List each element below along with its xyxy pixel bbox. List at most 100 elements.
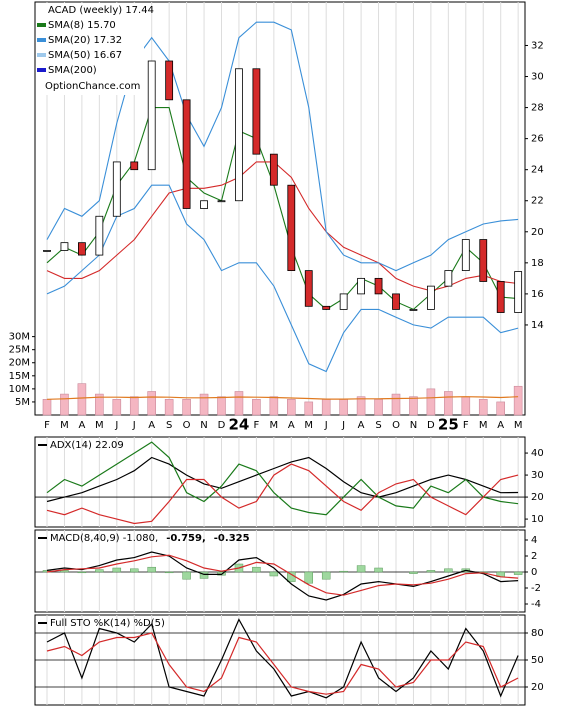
y-tick-label: 18	[531, 258, 544, 269]
histogram-bar	[95, 569, 104, 573]
volume-bar	[217, 396, 226, 416]
candle	[200, 200, 208, 209]
y-tick-label: 2	[531, 551, 537, 562]
legend-label: SMA(20) 17.32	[48, 35, 122, 46]
x-tick-label: J	[324, 420, 328, 431]
x-tick-label: M	[304, 420, 313, 431]
x-tick-label: M	[270, 420, 279, 431]
x-tick-label: M	[479, 420, 488, 431]
series-line	[46, 161, 519, 292]
x-tick-label: A	[288, 420, 295, 431]
y-tick-label: 15M	[9, 371, 30, 382]
candle	[461, 239, 470, 272]
x-tick-label: J	[341, 420, 345, 431]
y-tick-label: 50	[531, 655, 544, 666]
legend-swatch	[37, 68, 46, 72]
histogram-bar	[147, 566, 156, 573]
x-tick-label: S	[375, 420, 381, 431]
y-tick-label: 80	[531, 628, 544, 639]
histogram-bar	[182, 571, 191, 580]
candle	[147, 60, 156, 171]
x-tick-label: J	[132, 420, 136, 431]
volume-bar	[269, 396, 279, 416]
volume-bar	[409, 396, 418, 416]
y-tick-label: 14	[531, 320, 544, 331]
candle	[235, 68, 243, 202]
x-tick-label: O	[392, 420, 400, 431]
x-tick-label: 25	[438, 416, 459, 434]
histogram-bar	[199, 571, 209, 579]
volume-bar	[496, 401, 506, 416]
volume-bar	[478, 399, 488, 416]
x-tick-label: D	[218, 420, 226, 431]
histogram-bar	[356, 565, 366, 573]
candle	[43, 250, 51, 252]
candle	[304, 270, 313, 307]
volume-bar	[147, 391, 156, 416]
histogram-bar	[112, 567, 122, 573]
volume-bar	[199, 393, 209, 416]
panel-title: Full STO %K(14) %D(5)	[50, 618, 165, 629]
volume-bar	[426, 388, 436, 416]
series-line	[46, 618, 519, 699]
volume-bar	[461, 396, 471, 416]
y-tick-label: 28	[531, 103, 544, 114]
x-tick-label: S	[166, 420, 172, 431]
volume-bar	[321, 399, 331, 416]
legend-swatch	[37, 23, 46, 27]
volume-bar	[42, 399, 52, 416]
volume-bar	[112, 399, 122, 416]
panel-title: ADX(14) 22.09	[50, 440, 124, 451]
x-tick-label: F	[44, 420, 50, 431]
histogram-bar	[321, 571, 331, 580]
volume-bar	[444, 391, 453, 416]
histogram-bar	[252, 566, 261, 573]
candle	[95, 215, 104, 256]
histogram-bar	[374, 567, 383, 573]
histogram-bar	[60, 570, 69, 573]
x-tick-label: D	[427, 420, 435, 431]
y-tick-label: 40	[531, 448, 544, 459]
series-line	[46, 396, 519, 400]
legend-swatch	[37, 38, 46, 42]
legend-label: SMA(50) 16.67	[48, 50, 122, 61]
volume-bar	[234, 391, 244, 416]
x-tick-label: A	[497, 420, 504, 431]
volume-bar	[129, 396, 139, 416]
series-line	[46, 554, 519, 596]
watermark: OptionChance.com	[45, 81, 140, 92]
candle	[182, 99, 191, 209]
price-frame	[34, 1, 526, 416]
x-tick-label: N	[410, 420, 417, 431]
y-tick-label: 25M	[9, 345, 30, 356]
volume-bar	[182, 399, 191, 416]
series-line	[46, 184, 519, 373]
histogram-bar	[164, 571, 174, 574]
candle	[287, 184, 296, 272]
y-tick-label: 5M	[15, 397, 30, 408]
y-tick-label: 20M	[9, 358, 30, 369]
y-tick-label: 30M	[9, 332, 30, 343]
volume-bar	[164, 399, 174, 416]
candle	[514, 271, 523, 313]
histogram-bar	[304, 571, 313, 584]
candle	[269, 153, 278, 186]
x-tick-label: J	[114, 420, 118, 431]
series-line	[46, 551, 519, 601]
y-tick-label: -4	[531, 599, 541, 610]
adx-frame	[34, 436, 526, 528]
x-tick-label: A	[148, 420, 155, 431]
series-line	[46, 456, 519, 503]
series-line	[46, 441, 519, 516]
y-tick-label: 20	[531, 492, 544, 503]
y-tick-label: 30	[531, 470, 544, 481]
y-tick-label: -2	[531, 583, 541, 594]
y-tick-label: 10M	[9, 384, 30, 395]
volume-bar	[339, 399, 348, 416]
y-tick-label: 0	[531, 567, 537, 578]
candle	[217, 200, 226, 203]
volume-bar	[95, 393, 104, 416]
volume-bar	[513, 385, 523, 416]
